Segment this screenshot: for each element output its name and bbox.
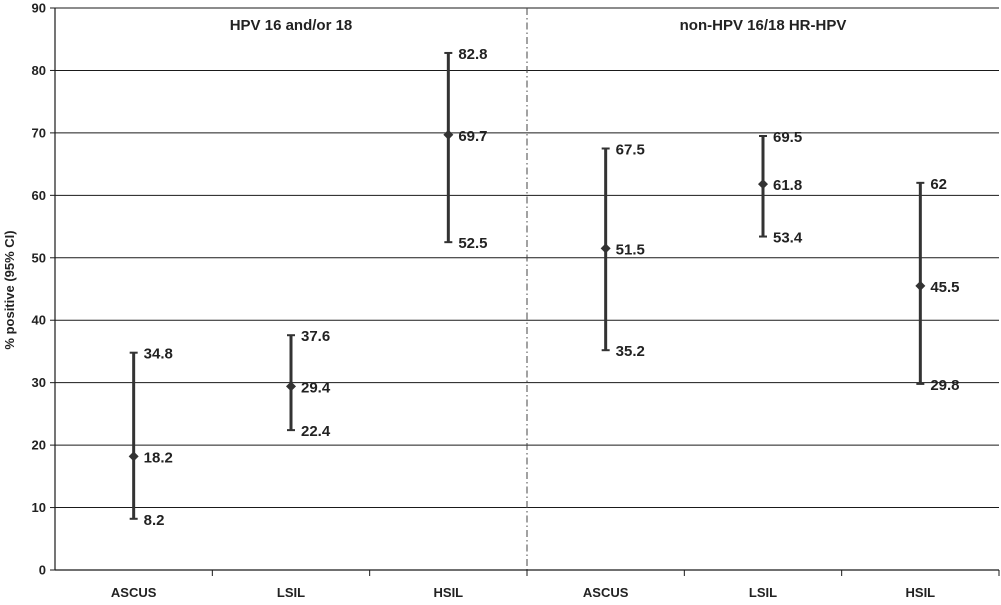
y-tick-label: 40 (32, 313, 46, 328)
value-label: 51.5 (616, 241, 645, 258)
ci-low-label: 53.4 (773, 230, 803, 247)
point-marker (128, 451, 139, 462)
x-category-label: HSIL (906, 585, 936, 600)
ci-high-label: 34.8 (144, 346, 173, 363)
y-tick-label: 60 (32, 188, 46, 203)
x-category-label: LSIL (277, 585, 305, 600)
x-category-label: ASCUS (583, 585, 629, 600)
ci-low-label: 22.4 (301, 423, 331, 440)
y-axis-title: % positive (95% CI) (2, 230, 17, 349)
ci-low-label: 29.8 (930, 377, 959, 394)
y-tick-label: 20 (32, 438, 46, 453)
ci-high-label: 62 (930, 176, 947, 193)
point-marker (286, 381, 296, 392)
ci-high-label: 67.5 (616, 142, 645, 159)
y-tick-label: 70 (32, 125, 46, 140)
group-title: non-HPV 16/18 HR-HPV (680, 17, 847, 34)
y-tick-label: 90 (32, 1, 46, 16)
error-bars: 34.8 18.2 8.2 37.6 29.4 22.4 82.8 69.7 52.5 67.5 5… (128, 46, 960, 529)
ci-low-label: 35.2 (616, 343, 645, 360)
axes: 0 10 20 30 40 50 60 70 80 90 ASCUS LSIL HSIL ASCUS LSI… (32, 1, 1000, 600)
x-category-label: HSIL (434, 585, 464, 600)
value-label: 69.7 (458, 128, 487, 145)
value-label: 18.2 (144, 449, 173, 466)
point-marker (915, 280, 926, 291)
value-label: 29.4 (301, 379, 331, 396)
y-tick-label: 30 (32, 375, 46, 390)
ci-high-label: 82.8 (458, 46, 487, 63)
y-tick-label: 80 (32, 63, 46, 78)
group-title: HPV 16 and/or 18 (230, 17, 353, 34)
x-category-label: ASCUS (111, 585, 157, 600)
value-label: 61.8 (773, 177, 802, 194)
y-tick-label: 50 (32, 250, 46, 265)
ci-low-label: 52.5 (458, 235, 487, 252)
ci-high-label: 69.5 (773, 129, 802, 146)
ci-low-label: 8.2 (144, 512, 165, 529)
point-marker (443, 129, 454, 140)
value-label: 45.5 (930, 279, 959, 296)
x-category-label: LSIL (749, 585, 777, 600)
point-marker (758, 179, 768, 190)
point-marker (600, 243, 611, 254)
y-tick-label: 10 (32, 500, 46, 515)
ci-high-label: 37.6 (301, 328, 330, 345)
group-titles: HPV 16 and/or 18 non-HPV 16/18 HR-HPV (230, 17, 847, 34)
y-tick-label: 0 (39, 563, 46, 578)
